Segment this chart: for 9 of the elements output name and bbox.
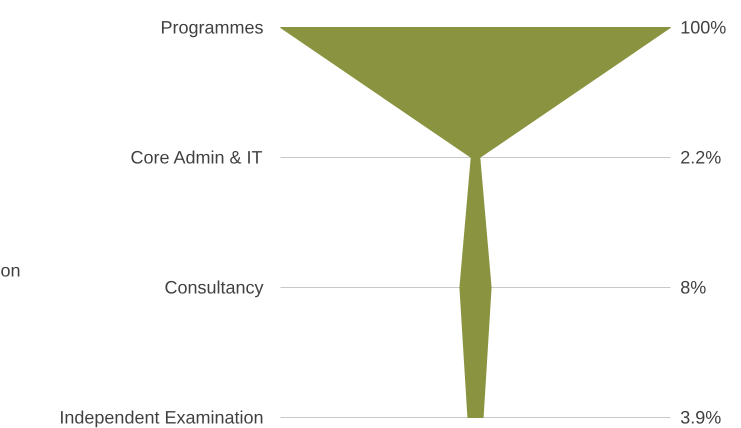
category-label: Consultancy [164,278,264,298]
data-label: 3.9% [680,408,722,428]
category-label: Programmes [160,18,264,38]
data-label: 100% [680,18,726,38]
category-label: Core Admin & IT [130,148,263,168]
text: on [0,260,21,280]
data-label: 2.2% [680,148,722,168]
data-label: 8% [680,278,706,298]
category-label: Independent Examination [59,408,264,428]
